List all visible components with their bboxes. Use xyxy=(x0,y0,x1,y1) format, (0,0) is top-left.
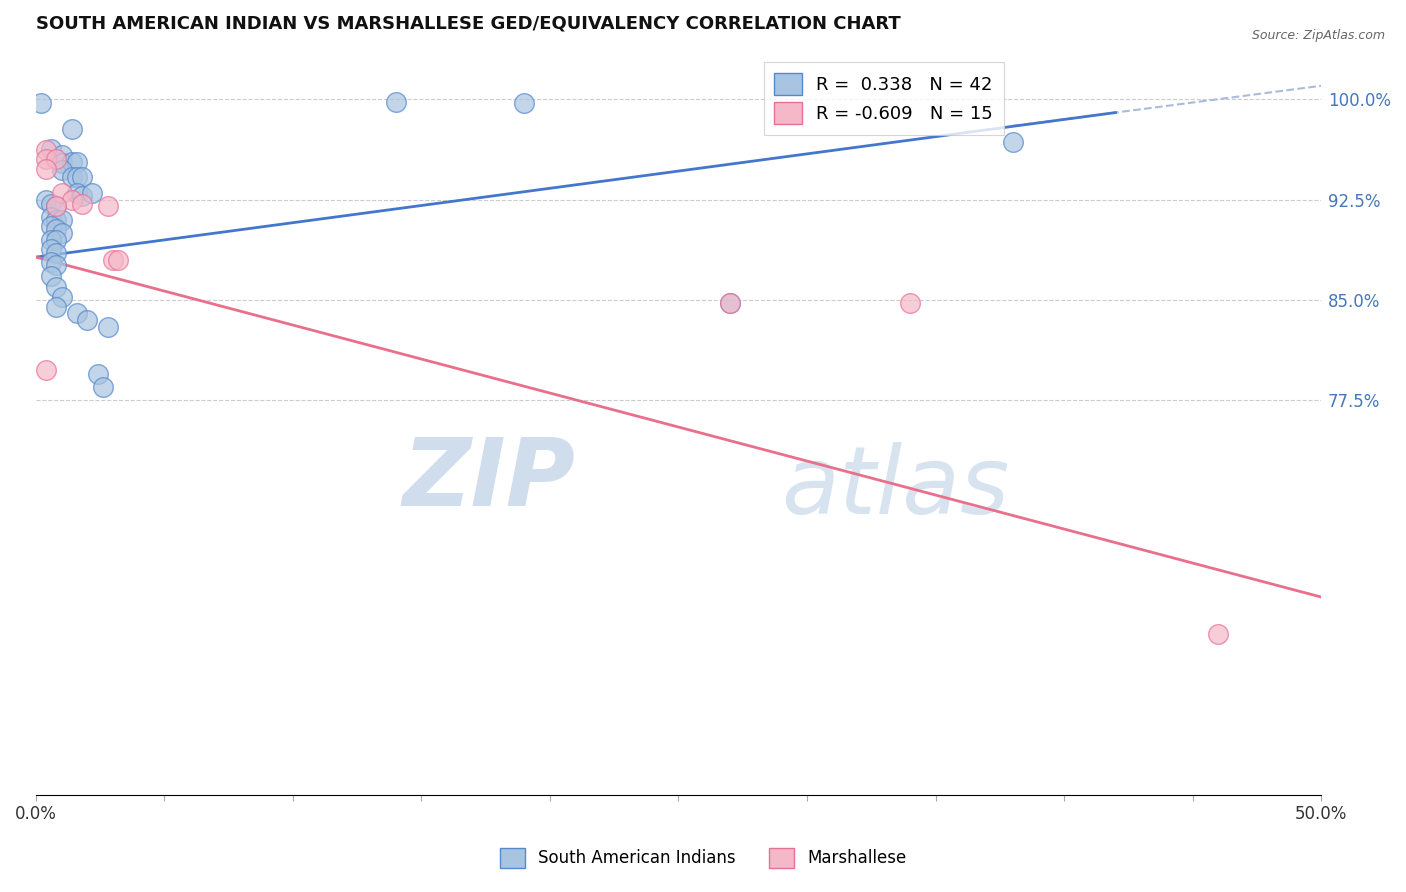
Point xyxy=(91,380,114,394)
Point xyxy=(66,169,89,184)
Point xyxy=(86,367,108,381)
Point xyxy=(45,153,67,167)
Point xyxy=(45,300,67,314)
Point xyxy=(35,161,58,176)
Point xyxy=(41,210,63,224)
Point xyxy=(45,212,67,227)
Point xyxy=(41,233,63,247)
Point xyxy=(45,279,67,293)
Point xyxy=(898,295,921,310)
Point xyxy=(66,306,89,320)
Point xyxy=(101,252,124,267)
Point xyxy=(51,186,73,200)
Point xyxy=(35,153,58,167)
Point xyxy=(1206,627,1229,641)
Point xyxy=(51,163,73,178)
Point xyxy=(60,121,83,136)
Point xyxy=(513,96,536,111)
Legend: R =  0.338   N = 42, R = -0.609   N = 15: R = 0.338 N = 42, R = -0.609 N = 15 xyxy=(763,62,1004,135)
Point xyxy=(70,196,93,211)
Point xyxy=(718,295,741,310)
Point xyxy=(41,142,63,156)
Point xyxy=(97,199,120,213)
Text: atlas: atlas xyxy=(782,442,1010,533)
Point xyxy=(1001,135,1024,149)
Point xyxy=(51,148,73,162)
Point xyxy=(51,290,73,304)
Text: SOUTH AMERICAN INDIAN VS MARSHALLESE GED/EQUIVALENCY CORRELATION CHART: SOUTH AMERICAN INDIAN VS MARSHALLESE GED… xyxy=(37,15,901,33)
Point xyxy=(30,96,52,111)
Point xyxy=(107,252,129,267)
Point xyxy=(41,219,63,234)
Point xyxy=(82,186,104,200)
Point xyxy=(60,169,83,184)
Point xyxy=(45,258,67,272)
Point xyxy=(60,193,83,207)
Point xyxy=(51,226,73,240)
Point xyxy=(70,188,93,202)
Point xyxy=(45,199,67,213)
Text: Source: ZipAtlas.com: Source: ZipAtlas.com xyxy=(1251,29,1385,43)
Point xyxy=(41,255,63,269)
Point xyxy=(35,362,58,376)
Point xyxy=(97,319,120,334)
Point xyxy=(41,268,63,283)
Point xyxy=(45,246,67,260)
Point xyxy=(51,212,73,227)
Point xyxy=(66,186,89,200)
Point xyxy=(60,155,83,169)
Point xyxy=(41,196,63,211)
Legend: South American Indians, Marshallese: South American Indians, Marshallese xyxy=(494,841,912,875)
Point xyxy=(41,242,63,256)
Text: ZIP: ZIP xyxy=(402,434,575,526)
Point xyxy=(45,222,67,236)
Point xyxy=(35,143,58,157)
Point xyxy=(66,155,89,169)
Point xyxy=(718,295,741,310)
Point xyxy=(384,95,406,109)
Point xyxy=(45,199,67,213)
Point xyxy=(76,313,98,327)
Point xyxy=(45,233,67,247)
Point xyxy=(51,156,73,170)
Point xyxy=(70,169,93,184)
Point xyxy=(35,193,58,207)
